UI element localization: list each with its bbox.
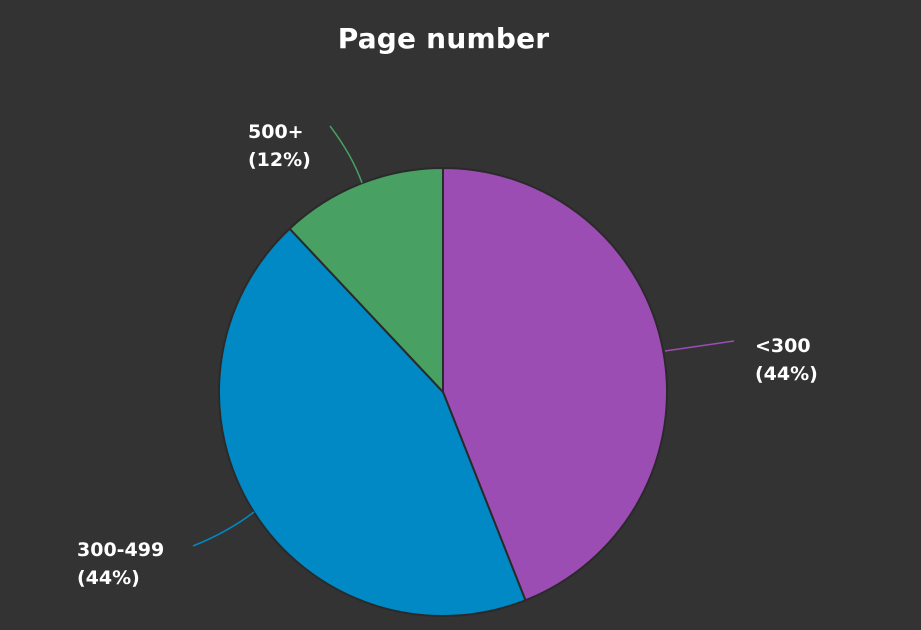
slice-label-500-plus: 500+ bbox=[248, 121, 304, 143]
pie-slice-labels: <300 (44%) 300-499 (44%) 500+ (12%) bbox=[77, 121, 818, 589]
pie-slice-under-300 bbox=[442, 166, 668, 602]
chart-title: Page number bbox=[337, 22, 550, 55]
pie-leader-lines bbox=[192, 125, 735, 547]
leader-line-500-plus bbox=[329, 125, 363, 184]
leader-line-under-300 bbox=[664, 340, 735, 352]
pie-slices bbox=[218, 166, 668, 617]
slice-percent-under-300: (44%) bbox=[755, 363, 818, 385]
leader-line-300-499 bbox=[192, 511, 255, 547]
slice-percent-300-499: (44%) bbox=[77, 567, 140, 589]
pie-slice-500-plus bbox=[288, 166, 444, 395]
slice-percent-500-plus: (12%) bbox=[248, 149, 311, 171]
slice-label-under-300: <300 bbox=[755, 335, 811, 357]
slice-label-300-499: 300-499 bbox=[77, 539, 164, 561]
